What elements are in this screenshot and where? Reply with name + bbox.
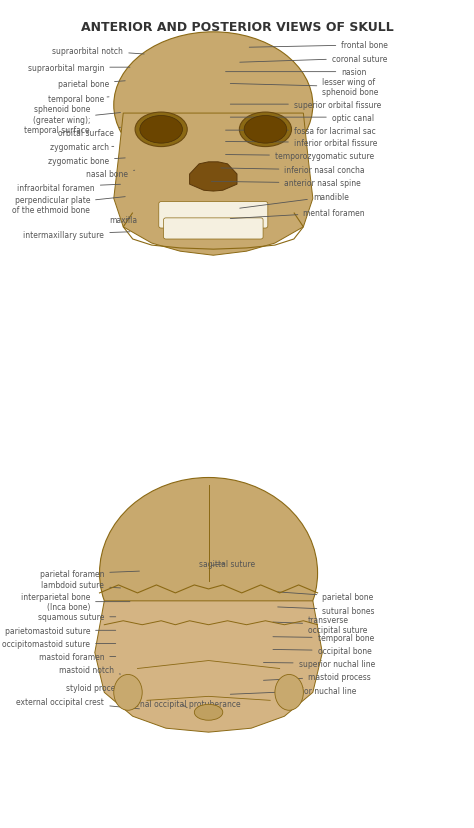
Text: temporozygomatic suture: temporozygomatic suture (226, 152, 374, 161)
Text: temporal bone: temporal bone (273, 633, 374, 643)
Text: mental foramen: mental foramen (230, 209, 365, 219)
Text: inferior nasal concha: inferior nasal concha (221, 166, 365, 176)
Text: lesser wing of
sphenoid bone: lesser wing of sphenoid bone (230, 78, 379, 97)
Ellipse shape (114, 33, 313, 179)
Text: infraorbital foramen: infraorbital foramen (17, 183, 120, 192)
FancyBboxPatch shape (159, 202, 268, 229)
Text: sagittal suture: sagittal suture (200, 559, 255, 568)
Text: inferior nuchal line: inferior nuchal line (230, 686, 357, 695)
Text: zygomatic arch: zygomatic arch (50, 142, 114, 152)
Text: mastoid notch: mastoid notch (59, 665, 120, 674)
Text: zygomatic bone: zygomatic bone (48, 157, 125, 166)
Text: transverse
occipital suture: transverse occipital suture (273, 615, 367, 635)
Polygon shape (114, 114, 313, 256)
Text: intermaxillary suture: intermaxillary suture (23, 230, 130, 239)
Text: superior orbital fissure: superior orbital fissure (230, 100, 381, 109)
Text: superior nuchal line: superior nuchal line (264, 659, 375, 668)
Text: coronal suture: coronal suture (240, 55, 387, 64)
Text: maxilla: maxilla (109, 216, 137, 225)
Ellipse shape (114, 675, 142, 710)
Text: temporal bone: temporal bone (48, 95, 109, 104)
Text: parietal bone: parietal bone (278, 592, 374, 602)
Text: perpendicular plate
of the ethmoid bone: perpendicular plate of the ethmoid bone (12, 195, 125, 215)
Text: supraorbital margin: supraorbital margin (28, 64, 130, 73)
Text: parietal bone: parietal bone (58, 80, 125, 89)
Text: sutural bones: sutural bones (278, 606, 375, 614)
Ellipse shape (135, 113, 187, 147)
Text: parietomastoid suture: parietomastoid suture (5, 626, 116, 635)
Text: anterior nasal spine: anterior nasal spine (211, 179, 361, 188)
Text: nasal bone: nasal bone (86, 170, 135, 179)
Text: frontal bone: frontal bone (249, 41, 388, 51)
Text: inferior orbital fissure: inferior orbital fissure (226, 138, 377, 147)
Ellipse shape (140, 117, 182, 144)
Text: supraorbital notch: supraorbital notch (52, 46, 144, 55)
Text: external occipital crest: external occipital crest (17, 697, 139, 709)
Text: squamous suture: squamous suture (38, 613, 116, 622)
Polygon shape (190, 162, 237, 192)
Text: mastoid foramen: mastoid foramen (39, 652, 116, 662)
Text: occipital bone: occipital bone (273, 647, 371, 655)
Text: external occipital protuberance: external occipital protuberance (120, 699, 240, 708)
Text: ANTERIOR AND POSTERIOR VIEWS OF SKULL: ANTERIOR AND POSTERIOR VIEWS OF SKULL (81, 21, 393, 34)
Ellipse shape (100, 478, 318, 669)
Text: fossa for lacrimal sac: fossa for lacrimal sac (226, 127, 375, 136)
Text: interparietal bone
(Inca bone): interparietal bone (Inca bone) (21, 592, 130, 612)
Text: orbital surface: orbital surface (58, 128, 120, 137)
Text: lambdoid suture: lambdoid suture (41, 580, 120, 590)
Text: sphenoid bone
(greater wing);
temporal surface: sphenoid bone (greater wing); temporal s… (25, 105, 120, 135)
Text: mandible: mandible (240, 193, 349, 209)
Ellipse shape (194, 705, 223, 720)
Text: optic canal: optic canal (230, 113, 374, 123)
FancyBboxPatch shape (164, 219, 263, 240)
Text: nasion: nasion (226, 68, 367, 77)
Ellipse shape (275, 675, 303, 710)
Text: styloid process: styloid process (66, 683, 125, 696)
Ellipse shape (244, 117, 287, 144)
Text: mastoid process: mastoid process (264, 672, 371, 681)
Text: parietal foramen: parietal foramen (40, 570, 139, 579)
Text: occipitomastoid suture: occipitomastoid suture (2, 639, 116, 648)
Polygon shape (95, 601, 322, 732)
Ellipse shape (239, 113, 292, 147)
